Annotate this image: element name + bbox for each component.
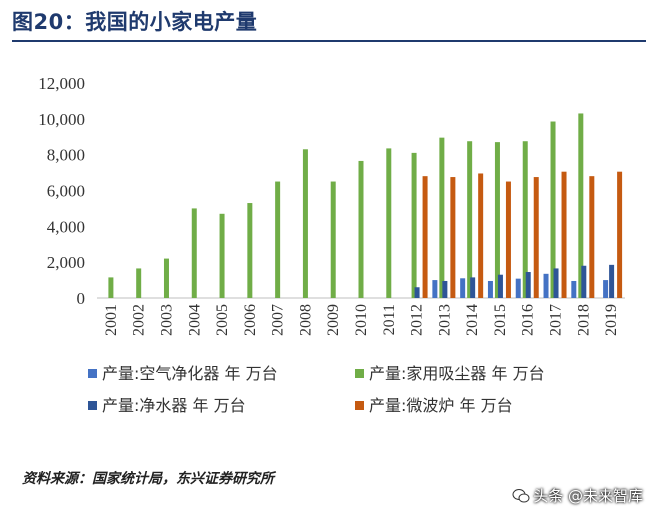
bar-air-purifier-2017 bbox=[543, 273, 549, 298]
bar-vacuum-2010 bbox=[358, 160, 364, 298]
bar-air-purifier-2016 bbox=[515, 278, 521, 298]
watermark: 头条 @未来智库 bbox=[512, 485, 643, 506]
legend-label-air-purifier: 产量:空气净化器 年 万台 bbox=[102, 364, 278, 383]
x-tick-label: 2005 bbox=[214, 304, 231, 336]
bar-microwave-2018 bbox=[589, 176, 595, 298]
legend-swatch-air-purifier bbox=[88, 369, 97, 378]
x-tick-label: 2007 bbox=[270, 304, 287, 336]
x-tick-label: 2012 bbox=[409, 304, 426, 336]
x-tick-label: 2018 bbox=[575, 304, 592, 336]
bar-microwave-2014 bbox=[478, 173, 484, 298]
source-note: 资料来源：国家统计局，东兴证券研究所 bbox=[22, 471, 274, 487]
y-tick-label: 10,000 bbox=[38, 110, 85, 129]
bar-microwave-2017 bbox=[561, 171, 567, 298]
x-tick-label: 2014 bbox=[464, 304, 481, 336]
legend-swatch-microwave bbox=[355, 401, 364, 410]
bar-microwave-2019 bbox=[617, 171, 623, 298]
bar-air-purifier-2014 bbox=[460, 278, 466, 298]
y-tick-label: 2,000 bbox=[47, 253, 85, 272]
bar-microwave-2013 bbox=[450, 177, 456, 298]
bar-vacuum-2005 bbox=[219, 213, 225, 298]
x-tick-label: 2009 bbox=[325, 304, 342, 336]
bar-microwave-2016 bbox=[533, 177, 539, 298]
wechat-icon bbox=[512, 488, 530, 502]
bar-vacuum-2006 bbox=[247, 203, 253, 298]
legend-swatch-vacuum bbox=[355, 369, 364, 378]
legend-label-water-purifier: 产量:净水器 年 万台 bbox=[102, 396, 246, 415]
title-rule bbox=[12, 40, 646, 42]
bar-vacuum-2009 bbox=[330, 181, 336, 298]
bar-air-purifier-2019 bbox=[603, 280, 609, 298]
x-tick-label: 2016 bbox=[520, 304, 537, 336]
bar-microwave-2015 bbox=[505, 181, 511, 298]
x-tick-label: 2001 bbox=[103, 304, 120, 336]
bar-vacuum-2012 bbox=[411, 152, 417, 298]
bar-vacuum-2014 bbox=[467, 141, 473, 298]
x-tick-label: 2017 bbox=[548, 304, 565, 336]
x-tick-label: 2004 bbox=[186, 304, 203, 336]
x-tick-label: 2011 bbox=[381, 304, 398, 335]
y-tick-label: 8,000 bbox=[47, 146, 85, 165]
x-tick-label: 2008 bbox=[297, 304, 314, 336]
x-tick-label: 2010 bbox=[353, 304, 370, 336]
watermark-text: 头条 @未来智库 bbox=[533, 487, 643, 505]
bar-water-purifier-2019 bbox=[609, 264, 615, 298]
x-tick-label: 2015 bbox=[492, 304, 509, 336]
bar-vacuum-2004 bbox=[191, 208, 197, 298]
x-tick-label: 2006 bbox=[242, 304, 259, 336]
bar-vacuum-2015 bbox=[494, 142, 500, 298]
bar-water-purifier-2014 bbox=[470, 277, 476, 298]
x-tick-label: 2019 bbox=[603, 304, 620, 336]
bar-microwave-2012 bbox=[422, 176, 428, 298]
bar-water-purifier-2015 bbox=[497, 274, 503, 298]
bar-vacuum-2016 bbox=[522, 141, 528, 298]
bar-vacuum-2007 bbox=[275, 181, 281, 298]
page-title: 图20：我国的小家电产量 bbox=[12, 10, 258, 34]
x-tick-label: 2002 bbox=[131, 304, 148, 336]
legend-swatch-water-purifier bbox=[88, 401, 97, 410]
bar-air-purifier-2015 bbox=[487, 280, 493, 298]
bar-water-purifier-2013 bbox=[442, 280, 448, 298]
bar-water-purifier-2012 bbox=[414, 287, 420, 298]
x-tick-label: 2003 bbox=[158, 304, 175, 336]
bar-chart: 0 2,000 4,000 6,000 8,000 10,000 12,000 2001 200… bbox=[38, 74, 625, 415]
y-tick-label: 6,000 bbox=[47, 182, 85, 201]
y-tick-label: 4,000 bbox=[47, 217, 85, 236]
bar-water-purifier-2016 bbox=[525, 272, 531, 298]
bar-vacuum-2008 bbox=[302, 149, 308, 298]
bar-air-purifier-2013 bbox=[432, 280, 438, 298]
bar-vacuum-2003 bbox=[163, 258, 169, 298]
bar-vacuum-2002 bbox=[136, 268, 142, 298]
x-tick-label: 2013 bbox=[436, 304, 453, 336]
y-tick-label: 12,000 bbox=[38, 74, 85, 93]
y-tick-label: 0 bbox=[77, 289, 86, 308]
bar-vacuum-2013 bbox=[439, 137, 445, 298]
bar-vacuum-2011 bbox=[386, 148, 392, 298]
bar-water-purifier-2018 bbox=[581, 265, 587, 298]
bar-vacuum-2018 bbox=[578, 113, 584, 298]
legend-label-vacuum: 产量:家用吸尘器 年 万台 bbox=[369, 364, 545, 383]
bar-vacuum-2017 bbox=[550, 121, 556, 298]
bar-water-purifier-2017 bbox=[553, 268, 559, 298]
bar-vacuum-2001 bbox=[108, 277, 114, 298]
legend-label-microwave: 产量:微波炉 年 万台 bbox=[369, 396, 513, 415]
bar-air-purifier-2018 bbox=[571, 280, 577, 298]
